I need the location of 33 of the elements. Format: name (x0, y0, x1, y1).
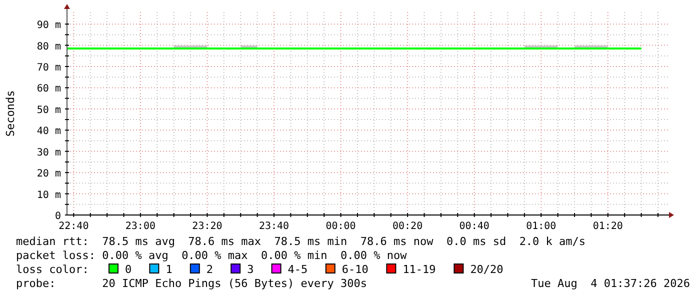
y-tick-label: 0 (54, 211, 61, 222)
x-tick-label: 00:20 (392, 221, 423, 232)
x-tick-label: 23:40 (258, 221, 290, 232)
legend-label: 0 (125, 263, 132, 276)
legend-label: 20/20 (470, 263, 504, 276)
x-tick-label: 23:20 (192, 221, 222, 232)
x-tick-label: 01:00 (526, 221, 556, 232)
text: packet loss: 0.00 % avg 0.00 % max 0.00 % min 0.00 % now (16, 249, 408, 262)
y-tick-label: 40 m (36, 126, 61, 138)
x-tick-label: 00:40 (459, 221, 490, 232)
x-tick-label: 01:20 (592, 221, 623, 232)
y-tick-label: 30 m (36, 147, 61, 158)
y-tick-label: 70 m (36, 62, 61, 74)
y-axis-title: Seconds (4, 90, 17, 137)
y-tick-label: 90 m (36, 20, 61, 32)
x-tick-label: 22:40 (58, 221, 89, 232)
legend-label: 6-10 (342, 263, 368, 276)
y-tick-label: 20 m (36, 168, 61, 180)
text: median rtt: 78.5 ms avg 78.6 ms max 78.5 ms min 78.6 ms now 0.0 ms sd 2.0 k am/s (16, 235, 586, 248)
text: probe: 20 ICMP Echo Pings (56 Bytes) every 300s (16, 277, 367, 290)
legend-title: loss color: (16, 263, 89, 276)
legend-label: 4-5 (288, 263, 308, 276)
text: Tue Aug 4 01:37:26 2026 (531, 277, 690, 290)
y-tick-label: 10 m (36, 190, 61, 201)
x-tick-label: 00:00 (326, 221, 356, 232)
x-tick-label: 23:00 (125, 221, 156, 232)
legend-label: 2 (206, 263, 214, 276)
y-tick-label: 50 m (36, 104, 61, 116)
y-tick-label: 80 m (36, 41, 61, 52)
legend-label: 3 (247, 263, 254, 276)
y-tick-label: 60 m (36, 84, 61, 95)
legend-label: 1 (166, 263, 172, 276)
legend-label: 11-19 (402, 263, 436, 276)
